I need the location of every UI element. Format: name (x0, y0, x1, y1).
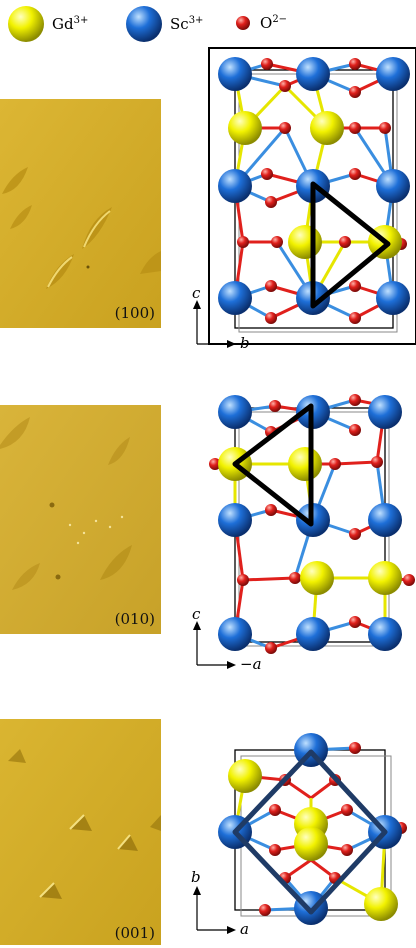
sc-atoms (218, 57, 410, 315)
legend: Gd3+ Sc3+ O2− (0, 0, 416, 46)
axes-100: c b (186, 282, 266, 352)
legend-gd-label: Gd3+ (52, 15, 89, 33)
etch-pits-image (0, 405, 161, 634)
face-label-010: (010) (114, 610, 155, 628)
micrograph-010: (010) (0, 405, 161, 634)
axis-arrows (193, 300, 236, 348)
axis-label-horizontal: a (240, 920, 249, 938)
legend-o-label: O2− (260, 14, 288, 32)
legend-o: O2− (232, 12, 287, 34)
axes-001: b a (186, 868, 266, 940)
axis-label-vertical: c (192, 284, 201, 302)
face-label-001: (001) (114, 924, 155, 942)
triangle-outline (232, 403, 314, 527)
axis-label-horizontal: b (240, 334, 250, 352)
oxygen-atoms (237, 58, 407, 324)
axis-arrows (193, 886, 236, 934)
micrograph-001: (001) (0, 719, 161, 948)
axis-label-vertical: b (191, 868, 201, 886)
crystal-structure-010 (209, 394, 415, 654)
legend-sc-label: Sc3+ (170, 15, 204, 33)
legend-sc: Sc3+ (124, 4, 203, 44)
oxygen-atoms (209, 394, 415, 654)
legend-gd: Gd3+ (6, 4, 88, 44)
axis-label-horizontal: −a (240, 655, 262, 673)
diamond-outline (232, 749, 388, 915)
etch-pits-image (0, 99, 161, 328)
gd-sphere-icon (8, 6, 44, 42)
axis-label-vertical: c (192, 605, 201, 623)
axis-arrows (193, 621, 236, 669)
crystal-structure-100 (208, 47, 416, 345)
sc-sphere-icon (126, 6, 162, 42)
micrograph-100: (100) (0, 99, 161, 328)
axes-010: c −a (186, 603, 286, 673)
etch-pits-image (0, 719, 161, 945)
face-label-100: (100) (114, 304, 155, 322)
gd-atoms (228, 759, 398, 921)
o-sphere-icon (236, 16, 250, 30)
triangle-outline (310, 181, 391, 309)
crystal-structure-001 (218, 733, 407, 925)
